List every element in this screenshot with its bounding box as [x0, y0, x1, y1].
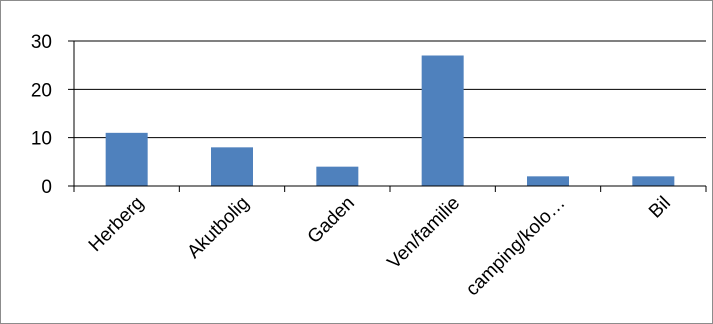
y-tick-label: 10 [31, 129, 52, 150]
bars [105, 55, 675, 186]
x-category-label: Herberg [85, 193, 148, 256]
x-category-label: camping/kolo… [462, 193, 569, 300]
x-category-label: Gaden [304, 193, 359, 248]
x-category-label: Bil [645, 193, 675, 223]
bar-ven-familie [421, 55, 464, 186]
x-tick-labels: Herberg Akutbolig Gaden Ven/familiecamping/… [85, 193, 675, 300]
x-category-label: Ven/familie [384, 193, 465, 274]
y-tick-label: 0 [41, 177, 52, 198]
y-tick-label: 20 [31, 80, 52, 101]
gridlines [68, 40, 706, 139]
bar-gaden [316, 166, 359, 186]
x-category-label: Akutbolig [183, 193, 253, 263]
bar-akutbolig [211, 147, 253, 186]
axes [68, 41, 707, 192]
bar-camping-kolo- [527, 176, 569, 186]
bar-herberg [105, 132, 148, 186]
bar-bil [632, 176, 675, 186]
y-tick-labels: 0 10 20 30 [31, 32, 52, 198]
y-tick-label: 30 [31, 32, 52, 53]
